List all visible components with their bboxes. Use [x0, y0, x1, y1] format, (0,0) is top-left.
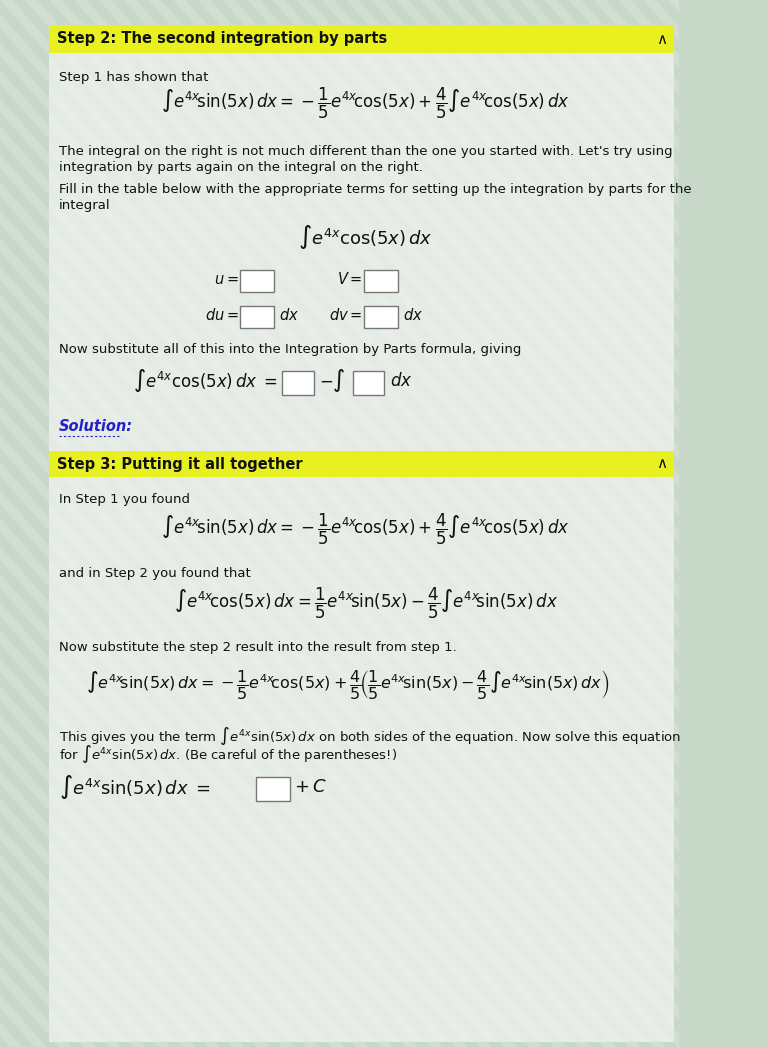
Text: for $\int e^{4x}\sin(5x)\,dx$. (Be careful of the parentheses!): for $\int e^{4x}\sin(5x)\,dx$. (Be caref…: [59, 743, 397, 765]
Polygon shape: [0, 0, 641, 1047]
Text: $dx$: $dx$: [403, 307, 423, 324]
Bar: [282, 371, 313, 395]
Text: Step 3: Putting it all together: Step 3: Putting it all together: [58, 456, 303, 471]
Text: $dv =$: $dv =$: [329, 307, 362, 324]
Polygon shape: [0, 0, 468, 1047]
Polygon shape: [0, 0, 195, 1047]
Polygon shape: [0, 0, 146, 1047]
Polygon shape: [0, 0, 344, 1047]
Bar: [257, 777, 290, 801]
Bar: [353, 371, 385, 395]
Bar: [240, 306, 274, 328]
Polygon shape: [0, 0, 71, 1047]
Text: $\int e^{4x}\sin(5x)\,dx\;=$: $\int e^{4x}\sin(5x)\,dx\;=$: [59, 773, 210, 801]
Polygon shape: [644, 0, 768, 1047]
Polygon shape: [0, 0, 121, 1047]
Text: Now substitute all of this into the Integration by Parts formula, giving: Now substitute all of this into the Inte…: [59, 343, 521, 356]
Polygon shape: [148, 0, 768, 1047]
Polygon shape: [0, 0, 71, 1047]
Polygon shape: [223, 0, 768, 1047]
Polygon shape: [0, 0, 641, 1047]
Text: Solution:: Solution:: [59, 419, 134, 435]
Text: ∧: ∧: [656, 456, 667, 471]
Polygon shape: [0, 0, 492, 1047]
Polygon shape: [25, 0, 768, 1047]
Polygon shape: [0, 0, 442, 1047]
Polygon shape: [445, 0, 768, 1047]
Polygon shape: [198, 0, 768, 1047]
Text: $\int e^{4x}\!\sin(5x)\,dx = -\dfrac{1}{5}e^{4x}\!\cos(5x)+\dfrac{4}{5}\int e^{4: $\int e^{4x}\!\sin(5x)\,dx = -\dfrac{1}{…: [161, 86, 570, 120]
Text: Now substitute the step 2 result into the result from step 1.: Now substitute the step 2 result into th…: [59, 641, 457, 654]
Polygon shape: [322, 0, 768, 1047]
Text: and in Step 2 you found that: and in Step 2 you found that: [59, 567, 251, 580]
Polygon shape: [74, 0, 768, 1047]
Polygon shape: [346, 0, 768, 1047]
Polygon shape: [569, 0, 768, 1047]
Polygon shape: [0, 0, 591, 1047]
Polygon shape: [545, 0, 768, 1047]
Text: $\int e^{4x}\!\sin(5x)\,dx = -\dfrac{1}{5}e^{4x}\!\cos(5x)+\dfrac{4}{5}\int e^{4: $\int e^{4x}\!\sin(5x)\,dx = -\dfrac{1}{…: [161, 511, 570, 547]
Polygon shape: [594, 0, 768, 1047]
Polygon shape: [99, 0, 768, 1047]
Polygon shape: [0, 0, 369, 1047]
Polygon shape: [174, 0, 768, 1047]
Polygon shape: [743, 0, 768, 1047]
Polygon shape: [0, 0, 319, 1047]
Polygon shape: [297, 0, 768, 1047]
Polygon shape: [0, 0, 690, 1047]
Polygon shape: [0, 0, 96, 1047]
Polygon shape: [0, 0, 740, 1047]
Polygon shape: [0, 0, 690, 1047]
Polygon shape: [0, 0, 715, 1047]
Text: This gives you the term $\int e^{4x}\sin(5x)\,dx$ on both sides of the equation.: This gives you the term $\int e^{4x}\sin…: [59, 725, 681, 747]
Polygon shape: [0, 0, 270, 1047]
Polygon shape: [0, 0, 418, 1047]
Polygon shape: [0, 0, 47, 1047]
Polygon shape: [322, 0, 768, 1047]
Polygon shape: [0, 0, 344, 1047]
Polygon shape: [272, 0, 768, 1047]
Polygon shape: [545, 0, 768, 1047]
Polygon shape: [0, 0, 418, 1047]
Polygon shape: [0, 0, 616, 1047]
Polygon shape: [74, 0, 768, 1047]
Polygon shape: [767, 0, 768, 1047]
Polygon shape: [693, 0, 768, 1047]
Polygon shape: [0, 0, 220, 1047]
Polygon shape: [371, 0, 768, 1047]
Polygon shape: [297, 0, 768, 1047]
Polygon shape: [0, 0, 170, 1047]
Polygon shape: [247, 0, 768, 1047]
Polygon shape: [0, 0, 294, 1047]
Polygon shape: [49, 0, 768, 1047]
Polygon shape: [148, 0, 768, 1047]
Polygon shape: [0, 0, 567, 1047]
Polygon shape: [0, 0, 319, 1047]
Polygon shape: [0, 0, 245, 1047]
Polygon shape: [767, 0, 768, 1047]
Polygon shape: [346, 0, 768, 1047]
Text: $u =$: $u =$: [214, 271, 239, 287]
Text: Fill in the table below with the appropriate terms for setting up the integratio: Fill in the table below with the appropr…: [59, 183, 692, 196]
Polygon shape: [0, 0, 294, 1047]
Text: ∧: ∧: [656, 31, 667, 46]
Polygon shape: [0, 0, 665, 1047]
Polygon shape: [0, 0, 665, 1047]
Polygon shape: [0, 0, 220, 1047]
Polygon shape: [594, 0, 768, 1047]
Polygon shape: [495, 0, 768, 1047]
Polygon shape: [0, 0, 715, 1047]
Polygon shape: [223, 0, 768, 1047]
Polygon shape: [0, 0, 393, 1047]
Bar: [364, 306, 398, 328]
Polygon shape: [470, 0, 768, 1047]
